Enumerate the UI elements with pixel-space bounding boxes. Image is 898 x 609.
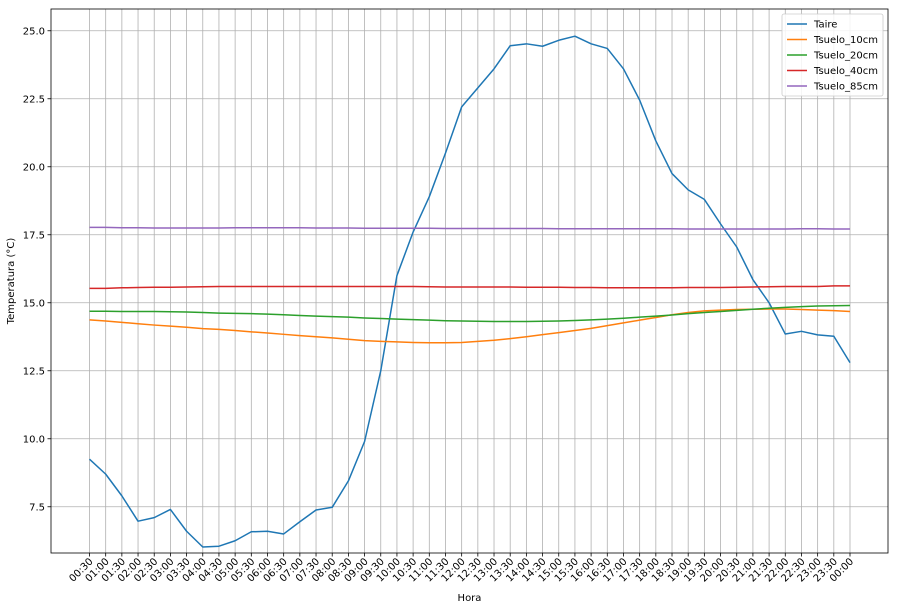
y-tick-label: 15.0: [23, 298, 45, 309]
x-axis-label: Hora: [458, 593, 482, 604]
series-line-tsuelo-40cm: [89, 285, 850, 290]
y-axis-label: Temperatura (°C): [6, 238, 17, 326]
y-tick-label: 7.5: [29, 502, 45, 513]
legend-label: Tsuelo_85cm: [813, 82, 878, 93]
y-axis-ticks: 7.5 10.0 12.5 15.0 17.5 20.0 22.5 25.0: [23, 26, 51, 513]
x-axis-ticks: 00:3001:0001:3002:0002:3003:0003:3004:00…: [67, 553, 856, 585]
series-line-tsuelo-85cm: [89, 226, 850, 230]
legend-box: [781, 13, 884, 97]
series-line-tsuelo-10cm: [89, 308, 851, 344]
y-tick-label: 12.5: [23, 366, 45, 377]
series-line-taire: [88, 35, 851, 548]
legend-label: Tsuelo_10cm: [813, 35, 878, 46]
legend-label: Tsuelo_40cm: [813, 66, 878, 77]
series-line-tsuelo-20cm: [89, 304, 851, 323]
legend: Taire Tsuelo_10cm Tsuelo_20cm Tsuelo_40cm Ts…: [781, 13, 884, 97]
plot-frame: [50, 8, 889, 554]
y-tick-label: 20.0: [23, 162, 45, 173]
y-tick-label: 25.0: [23, 26, 45, 37]
y-tick-label: 17.5: [23, 230, 45, 241]
legend-label: Tsuelo_20cm: [813, 51, 878, 62]
y-tick-label: 10.0: [23, 434, 45, 445]
grid-lines: [51, 9, 888, 553]
series-lines: [88, 35, 851, 548]
y-tick-label: 22.5: [23, 94, 45, 105]
legend-label: Taire: [813, 20, 837, 31]
